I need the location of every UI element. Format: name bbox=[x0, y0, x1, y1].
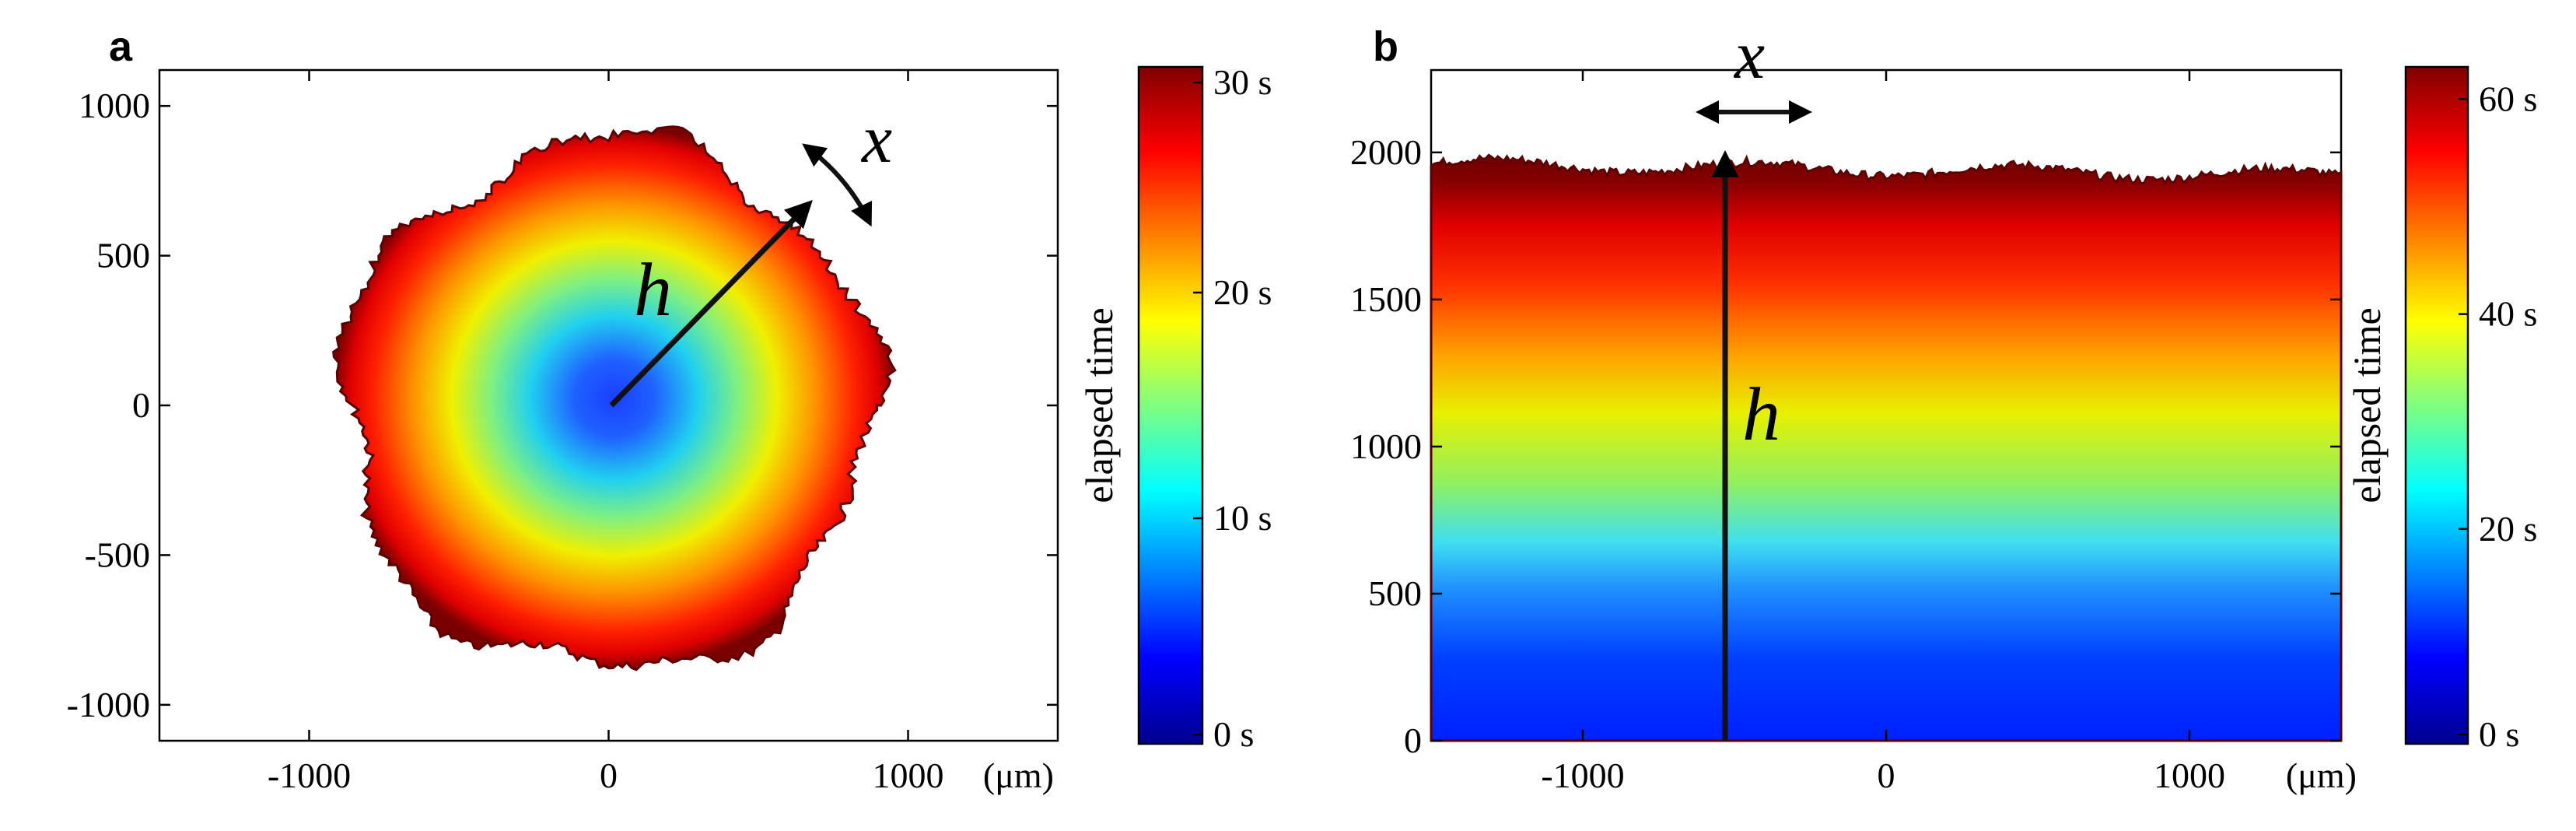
panel-a-colorbar bbox=[1137, 65, 1204, 745]
colorbar-tick-label: 40 s bbox=[2479, 294, 2537, 334]
panel-b-colorbar bbox=[2404, 65, 2469, 745]
x-tick-label: -1000 bbox=[268, 756, 351, 795]
y-tick-label: -500 bbox=[85, 535, 150, 574]
y-tick-label: -1000 bbox=[67, 685, 150, 724]
panel-b-x-ticks: -1000 0 1000 (μm) bbox=[1541, 70, 2357, 795]
y-tick-label: 1500 bbox=[1350, 279, 1422, 319]
panel-a-letter: a bbox=[109, 23, 133, 70]
y-tick-label: 1000 bbox=[1350, 426, 1422, 466]
panel-a-y-ticks: 1000 500 0 -500 -1000 bbox=[67, 86, 1058, 724]
panel-a-x-label: x bbox=[860, 102, 892, 177]
x-unit-label: (μm) bbox=[983, 756, 1054, 795]
x-tick-label: 0 bbox=[600, 756, 618, 795]
panel-a-colorbar-ticks: 30 s 20 s 10 s 0 s bbox=[1193, 62, 1272, 754]
colorbar-tick-label: 0 s bbox=[1213, 714, 1254, 754]
y-tick-label: 500 bbox=[96, 236, 150, 275]
panel-a: a -1000 0 1000 (μm) 1000 500 0 -500 -1000 h x 3… bbox=[67, 23, 1272, 795]
colorbar-tick-label: 10 s bbox=[1213, 498, 1272, 538]
panel-a-h-arrow bbox=[609, 200, 813, 408]
panel-b-letter: b bbox=[1373, 23, 1398, 70]
panel-b: b -1000 0 1000 (μm) 2000 1500 1000 500 0 h x 60… bbox=[1350, 18, 2537, 795]
colorbar-tick-label: 60 s bbox=[2479, 79, 2537, 118]
y-tick-label: 2000 bbox=[1350, 132, 1422, 172]
y-tick-label: 500 bbox=[1368, 573, 1422, 613]
panel-b-y-ticks: 2000 1500 1000 500 0 bbox=[1350, 132, 2341, 760]
panel-a-x-arrow bbox=[802, 143, 873, 227]
panel-b-colorbar-ticks: 60 s 40 s 20 s 0 s bbox=[2459, 79, 2537, 754]
x-tick-label: 1000 bbox=[2154, 756, 2225, 795]
y-tick-label: 1000 bbox=[79, 86, 150, 125]
x-unit-label: (μm) bbox=[2286, 756, 2357, 795]
x-tick-label: 0 bbox=[1878, 756, 1895, 795]
x-tick-label: 1000 bbox=[873, 756, 944, 795]
x-tick-label: -1000 bbox=[1541, 756, 1624, 795]
panel-a-colorbar-label: elapsed time bbox=[1077, 307, 1121, 503]
colorbar-tick-label: 0 s bbox=[2479, 714, 2519, 754]
panel-a-x-ticks: -1000 0 1000 (μm) bbox=[268, 70, 1054, 795]
panel-b-h-label: h bbox=[1742, 373, 1780, 457]
panel-b-colorbar-label: elapsed time bbox=[2345, 307, 2389, 503]
y-tick-label: 0 bbox=[132, 385, 150, 425]
colorbar-tick-label: 30 s bbox=[1213, 62, 1272, 102]
colorbar-tick-label: 20 s bbox=[2479, 509, 2537, 549]
panel-a-h-label: h bbox=[634, 248, 672, 332]
colorbar-tick-label: 20 s bbox=[1213, 272, 1272, 312]
y-tick-label: 0 bbox=[1404, 721, 1422, 760]
panel-b-colony-front bbox=[1430, 153, 2343, 742]
panel-b-x-label: x bbox=[1733, 18, 1765, 93]
